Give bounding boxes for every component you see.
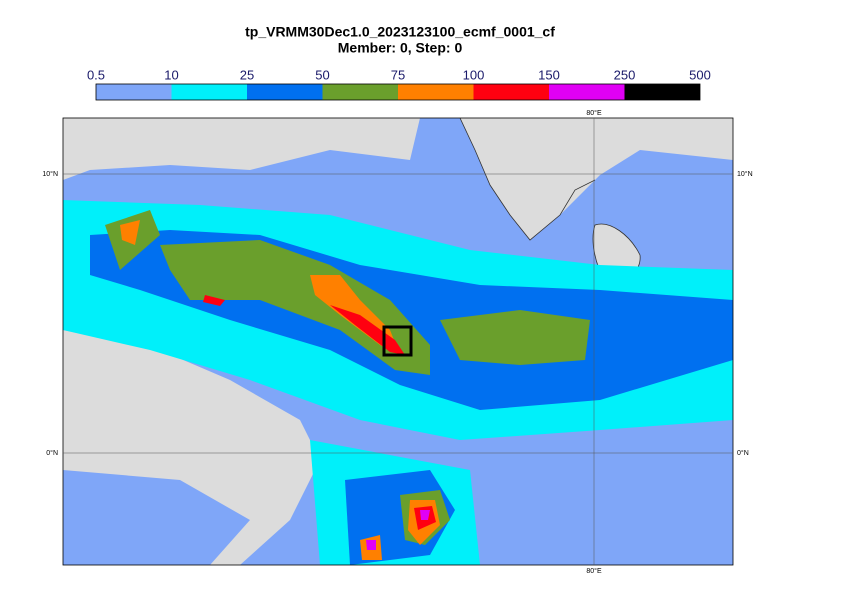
legend-label: 250: [614, 67, 636, 82]
lon-label: 80°E: [586, 109, 602, 117]
legend-swatch: [624, 84, 700, 100]
legend-label: 0.5: [87, 67, 105, 82]
legend-label: 10: [164, 67, 178, 82]
legend-swatch: [247, 84, 323, 100]
legend-frame: [95, 83, 701, 101]
legend: 0.5 10 25 50 75 100 150 250 500: [87, 67, 711, 101]
subtitle: Member: 0, Step: 0: [338, 40, 463, 56]
lat-label: 10°N: [737, 170, 753, 178]
lat-label: 10°N: [42, 170, 58, 178]
map-frame: [62, 117, 734, 566]
legend-label: 25: [240, 67, 254, 82]
legend-swatch: [473, 84, 549, 100]
legend-label: 100: [463, 67, 485, 82]
legend-label: 150: [538, 67, 560, 82]
lat-label: 0°N: [737, 449, 749, 457]
legend-label: 50: [315, 67, 329, 82]
legend-swatch: [398, 84, 474, 100]
legend-label: 75: [391, 67, 405, 82]
map: [63, 118, 733, 565]
lon-label: 80°E: [586, 567, 602, 575]
legend-swatch: [322, 84, 398, 100]
legend-swatch: [549, 84, 625, 100]
legend-swatch: [96, 84, 172, 100]
legend-swatch: [171, 84, 247, 100]
title: tp_VRMM30Dec1.0_2023123100_ecmf_0001_cf: [245, 24, 555, 40]
lat-label: 0°N: [46, 449, 58, 457]
legend-label: 500: [689, 67, 711, 82]
